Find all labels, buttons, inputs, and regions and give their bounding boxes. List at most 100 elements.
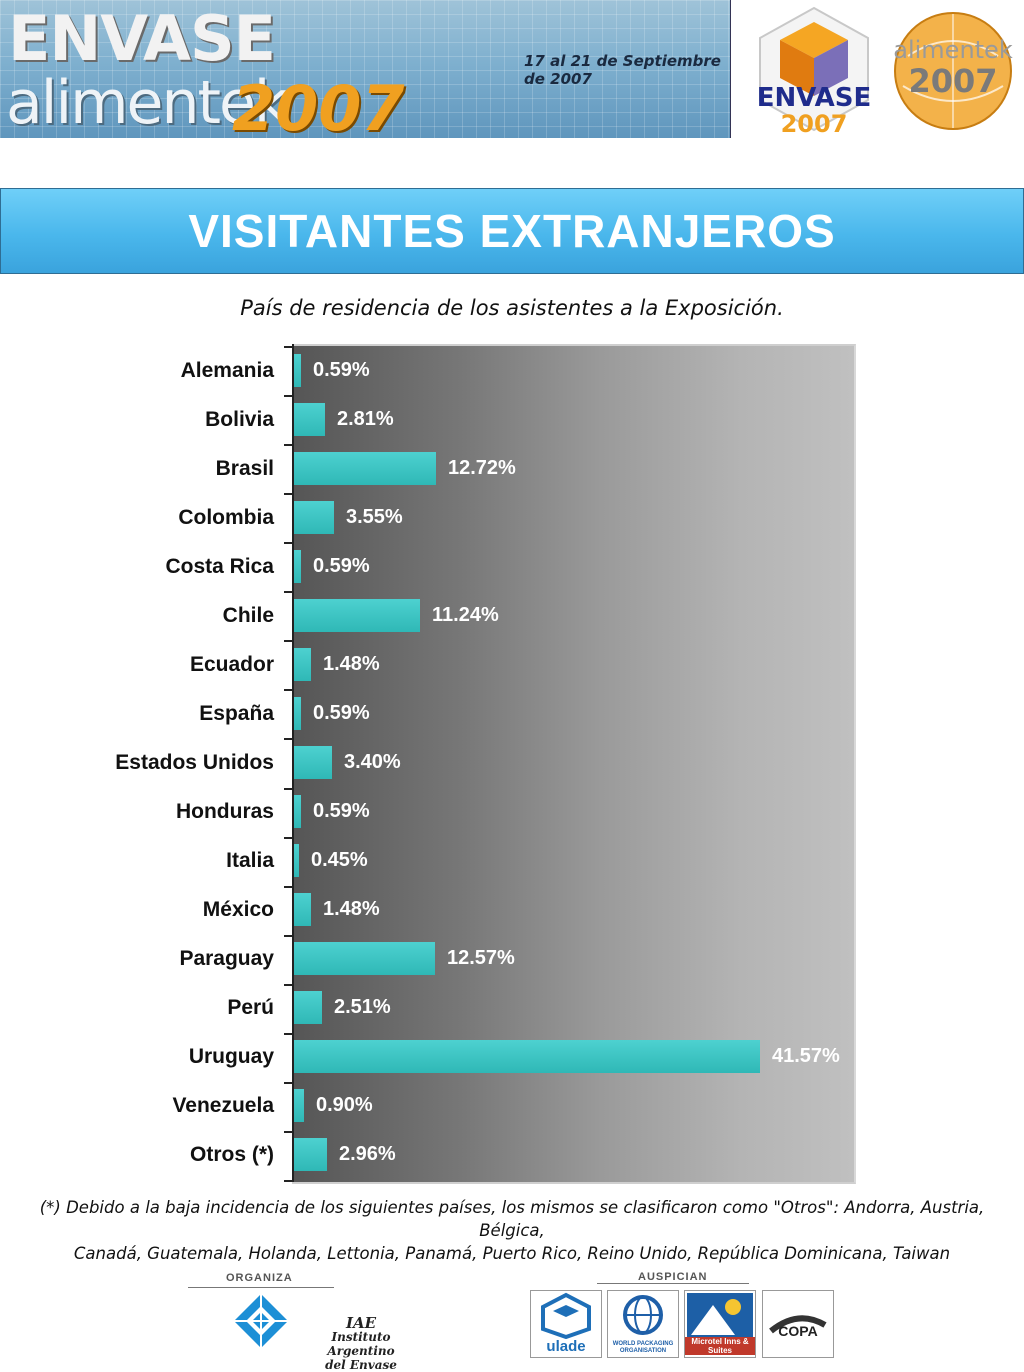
- iae-abbr: IAE: [345, 1314, 377, 1332]
- chart-subtitle: País de residencia de los asistentes a l…: [240, 296, 784, 320]
- envase-2007-logo: ENVASE 2007: [757, 6, 872, 136]
- category-label: Perú: [227, 996, 274, 1019]
- iae-name-line-1: Instituto Argentino: [327, 1330, 395, 1358]
- banner-envase-text: ENVASE: [8, 2, 276, 75]
- category-label: Bolivia: [205, 408, 274, 431]
- auspician-divider: [597, 1283, 749, 1284]
- bar-value-label: 0.59%: [313, 702, 370, 724]
- sponsor-copa-text: COPA: [778, 1323, 818, 1339]
- y-axis-tick: [284, 395, 294, 397]
- bar: [294, 795, 301, 828]
- category-label: Costa Rica: [165, 555, 274, 578]
- bar: [294, 452, 436, 485]
- copa-wing-icon: [769, 1315, 827, 1334]
- y-axis-tick: [284, 1033, 294, 1035]
- chart-y-axis: [292, 344, 294, 1182]
- bar-value-label: 0.59%: [313, 359, 370, 381]
- title-bar: VISITANTES EXTRANJEROS: [0, 188, 1024, 274]
- bar-value-label: 2.51%: [334, 996, 391, 1018]
- bar: [294, 991, 322, 1024]
- bar: [294, 648, 311, 681]
- bar: [294, 942, 435, 975]
- bar-value-label: 1.48%: [323, 653, 380, 675]
- footnote: (*) Debido a la baja incidencia de los s…: [10, 1196, 1014, 1265]
- category-label: Alemania: [180, 359, 274, 382]
- sponsor-microtel-text: Microtel Inns & Suites: [685, 1337, 755, 1355]
- bar: [294, 697, 301, 730]
- category-label: Italia: [226, 849, 274, 872]
- y-axis-tick: [284, 886, 294, 888]
- bar-value-label: 41.57%: [772, 1045, 840, 1067]
- bar: [294, 501, 334, 534]
- category-label: Otros (*): [190, 1143, 274, 1166]
- wpo-globe-icon: [623, 1295, 663, 1335]
- ulade-cube-icon: [541, 1292, 591, 1340]
- iae-name: IAE Instituto Argentino del Envase: [296, 1316, 426, 1372]
- sponsor-microtel-logo: Microtel Inns & Suites: [684, 1290, 756, 1358]
- iae-logo-icon: [234, 1294, 288, 1348]
- banner-dates-text: 17 al 21 de Septiembre de 2007: [524, 52, 721, 88]
- bar-value-label: 3.40%: [344, 751, 401, 773]
- bar: [294, 1040, 760, 1073]
- iae-name-line-2: del Envase: [325, 1358, 397, 1372]
- organiza-divider: [188, 1287, 334, 1288]
- bar-value-label: 12.72%: [448, 457, 516, 479]
- microtel-mountain-icon: [687, 1293, 753, 1337]
- sponsor-copa-logo: COPA: [762, 1290, 834, 1358]
- logo-envase-word: ENVASE: [757, 83, 872, 113]
- bar-value-label: 11.24%: [432, 604, 499, 626]
- header-banner: ENVASE alimentek 2007 17 al 21 de Septie…: [0, 0, 731, 138]
- footnote-line-2: Canadá, Guatemala, Holanda, Lettonia, Pa…: [73, 1244, 951, 1263]
- category-label: Venezuela: [172, 1094, 274, 1117]
- y-axis-tick: [284, 689, 294, 691]
- category-label: Estados Unidos: [115, 751, 274, 774]
- category-label: España: [199, 702, 274, 725]
- sponsor-ulade-logo: ulade: [530, 1290, 602, 1358]
- bar: [294, 844, 299, 877]
- logo-envase-year: 2007: [781, 110, 848, 136]
- category-label: México: [202, 898, 274, 921]
- organiza-label: ORGANIZA: [226, 1272, 293, 1284]
- bar: [294, 599, 420, 632]
- footnote-line-1: (*) Debido a la baja incidencia de los s…: [39, 1198, 985, 1240]
- sponsor-wpo-logo: WORLD PACKAGING ORGANISATION: [607, 1290, 679, 1358]
- logo-alimentek-year: 2007: [908, 62, 997, 100]
- bar-value-label: 0.45%: [311, 849, 368, 871]
- y-axis-tick: [284, 493, 294, 495]
- y-axis-tick: [284, 591, 294, 593]
- banner-alimentek-text: alimentek: [6, 68, 289, 138]
- bar-value-label: 0.59%: [313, 555, 370, 577]
- y-axis-tick: [284, 444, 294, 446]
- bar: [294, 354, 301, 387]
- y-axis-tick: [284, 935, 294, 937]
- bar-value-label: 2.81%: [337, 408, 394, 430]
- banner-year-text: 2007: [232, 72, 405, 138]
- y-axis-tick: [284, 837, 294, 839]
- bar-value-label: 2.96%: [339, 1143, 396, 1165]
- bar: [294, 893, 311, 926]
- alimentek-2007-logo: alimentek 2007: [893, 12, 1013, 130]
- y-axis-tick: [284, 738, 294, 740]
- y-axis-tick: [284, 346, 294, 348]
- bar: [294, 1138, 327, 1171]
- y-axis-tick: [284, 984, 294, 986]
- bar: [294, 1089, 304, 1122]
- bar: [294, 550, 301, 583]
- category-label: Honduras: [175, 800, 274, 823]
- y-axis-tick: [284, 1180, 294, 1182]
- bar-value-label: 0.59%: [313, 800, 370, 822]
- category-label: Uruguay: [188, 1045, 274, 1068]
- category-label: Paraguay: [179, 947, 274, 970]
- page-title: VISITANTES EXTRANJEROS: [188, 205, 836, 257]
- bar-value-label: 12.57%: [447, 947, 515, 969]
- sponsor-wpo-text: WORLD PACKAGING ORGANISATION: [612, 1341, 674, 1354]
- category-label: Chile: [222, 604, 274, 627]
- y-axis-tick: [284, 788, 294, 790]
- bar: [294, 746, 332, 779]
- category-label: Ecuador: [189, 653, 274, 676]
- bar: [294, 403, 325, 436]
- auspician-label: AUSPICIAN: [638, 1271, 708, 1283]
- sponsor-ulade-text: ulade: [546, 1338, 586, 1355]
- y-axis-tick: [284, 542, 294, 544]
- logo-alimentek-word: alimentek: [893, 36, 1013, 64]
